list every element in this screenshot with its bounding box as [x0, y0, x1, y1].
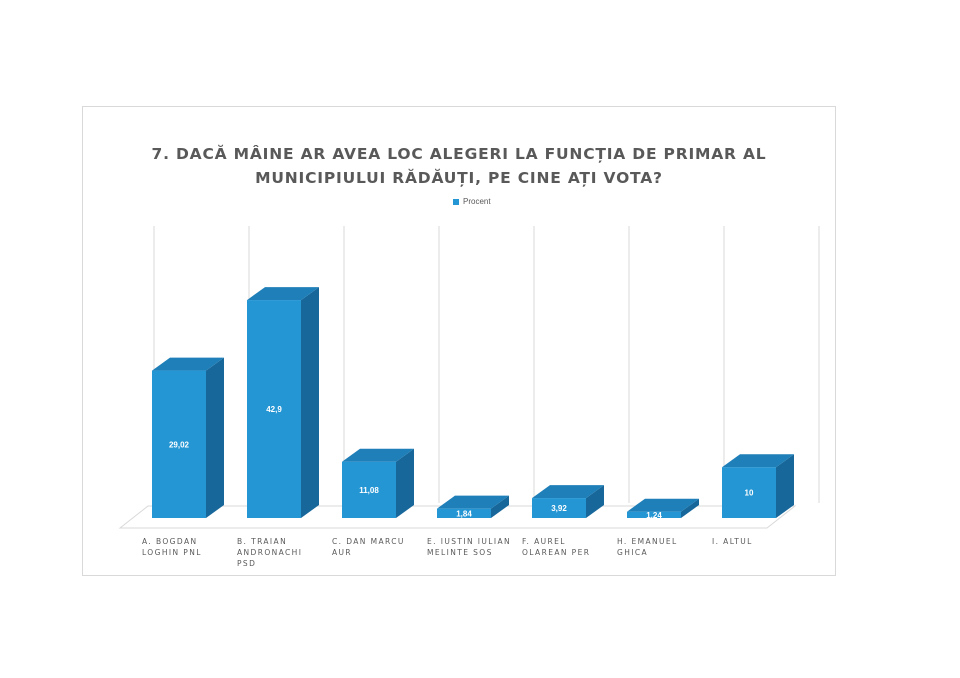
bar-top	[247, 287, 319, 301]
category-label: GHICA	[617, 548, 648, 557]
bar	[437, 508, 491, 518]
chart-legend: Procent	[453, 197, 491, 206]
bar	[722, 467, 776, 518]
bar-side	[681, 498, 699, 518]
data-label: 11,08	[359, 486, 379, 495]
category-label: A. BOGDAN	[142, 537, 197, 546]
legend-label: Procent	[463, 197, 491, 206]
bar-top	[722, 454, 794, 468]
bar-side	[586, 485, 604, 518]
chart-title-line-2: MUNICIPIULUI RĂDĂUȚI, PE CINE AȚI VOTA?	[255, 169, 663, 187]
bar-side	[301, 287, 319, 518]
bar	[247, 300, 301, 518]
bar-side	[206, 357, 224, 518]
bar-top	[152, 357, 224, 371]
data-label: 29,02	[169, 440, 190, 449]
category-label: H. EMANUEL	[617, 537, 678, 546]
category-label: PSD	[237, 559, 256, 568]
category-label: MELINTE SOS	[427, 548, 493, 557]
legend-swatch	[453, 198, 459, 205]
bar	[532, 498, 586, 518]
bar	[627, 511, 681, 518]
category-label: F. AUREL	[522, 537, 566, 546]
chart-title-line-1: 7. DACĂ MÂINE AR AVEA LOC ALEGERI LA FUN…	[151, 145, 767, 163]
category-label: AUR	[332, 548, 352, 557]
data-label: 3,92	[551, 504, 567, 513]
bar-top	[437, 495, 509, 509]
bar-side	[491, 495, 509, 518]
data-label: 1,84	[456, 509, 472, 518]
category-label: OLAREAN PER	[522, 548, 590, 557]
bar	[342, 461, 396, 518]
data-label: 42,9	[266, 405, 282, 414]
bar	[152, 370, 206, 518]
category-label: I. ALTUL	[712, 537, 753, 546]
bar-top	[627, 498, 699, 512]
category-label: C. DAN MARCU	[332, 537, 405, 546]
category-label: LOGHIN PNL	[142, 548, 202, 557]
chart-title: 7. DACĂ MÂINE AR AVEA LOC ALEGERI LA FUN…	[82, 142, 836, 190]
data-label: 1,24	[646, 511, 662, 520]
bar-top	[532, 485, 604, 499]
category-label: E. IUSTIN IULIAN	[427, 537, 511, 546]
category-label: B. TRAIAN	[237, 537, 287, 546]
bar-top	[342, 448, 414, 462]
bar-side	[776, 454, 794, 518]
bar-side	[396, 448, 414, 518]
category-label: ANDRONACHI	[237, 548, 302, 557]
data-label: 10	[745, 489, 754, 498]
